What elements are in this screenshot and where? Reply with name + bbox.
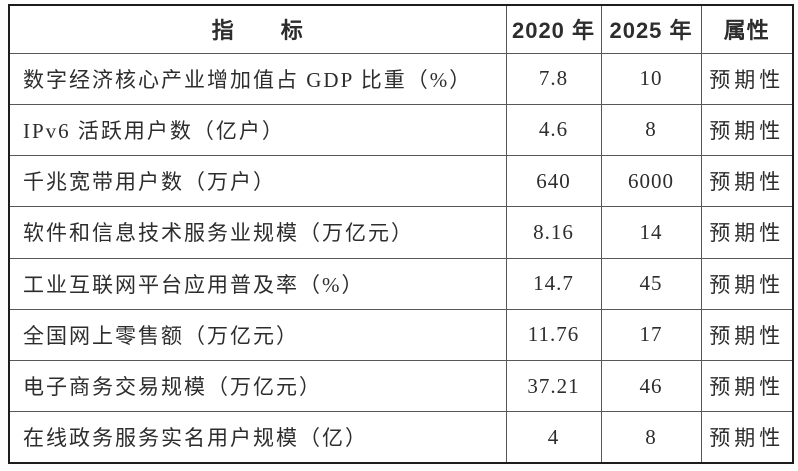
indicator-cell: 工业互联网平台应用普及率（%） (8, 257, 507, 310)
value-2020-cell: 8.16 (505, 206, 602, 259)
attr-cell: 预期性 (700, 308, 794, 362)
indicator-cell: 在线政务服务实名用户规模（亿） (8, 411, 507, 464)
value-2020-cell: 4 (505, 411, 602, 464)
indicator-cell: 软件和信息技术服务业规模（万亿元） (8, 206, 507, 259)
table-row: IPv6 活跃用户数（亿户） 4.6 8 预期性 (8, 103, 794, 157)
table-row: 千兆宽带用户数（万户） 640 6000 预期性 (8, 154, 794, 208)
value-2020-cell: 14.7 (505, 257, 602, 310)
header-attr: 属性 (700, 4, 794, 54)
value-2025-cell: 10 (600, 52, 702, 105)
attr-cell: 预期性 (700, 52, 794, 105)
indicator-cell: IPv6 活跃用户数（亿户） (8, 103, 507, 157)
table-header: 指 标 2020 年 2025 年 属性 (8, 4, 794, 54)
indicator-cell: 电子商务交易规模（万亿元） (8, 359, 507, 413)
attr-cell: 预期性 (700, 359, 794, 413)
indicator-cell: 千兆宽带用户数（万户） (8, 154, 507, 208)
header-2025: 2025 年 (600, 4, 702, 54)
header-row: 指 标 2020 年 2025 年 属性 (8, 4, 794, 54)
table-body: 数字经济核心产业增加值占 GDP 比重（%） 7.8 10 预期性 IPv6 活… (8, 52, 794, 464)
table-row: 电子商务交易规模（万亿元） 37.21 46 预期性 (8, 359, 794, 413)
attr-cell: 预期性 (700, 411, 794, 464)
table-row: 数字经济核心产业增加值占 GDP 比重（%） 7.8 10 预期性 (8, 52, 794, 105)
table-row: 软件和信息技术服务业规模（万亿元） 8.16 14 预期性 (8, 206, 794, 259)
value-2025-cell: 6000 (600, 154, 702, 208)
value-2020-cell: 11.76 (505, 308, 602, 362)
value-2025-cell: 45 (600, 257, 702, 310)
value-2025-cell: 17 (600, 308, 702, 362)
indicator-cell: 全国网上零售额（万亿元） (8, 308, 507, 362)
value-2020-cell: 7.8 (505, 52, 602, 105)
value-2025-cell: 8 (600, 411, 702, 464)
value-2020-cell: 4.6 (505, 103, 602, 157)
header-2020: 2020 年 (505, 4, 602, 54)
value-2025-cell: 14 (600, 206, 702, 259)
attr-cell: 预期性 (700, 257, 794, 310)
attr-cell: 预期性 (700, 206, 794, 259)
attr-cell: 预期性 (700, 103, 794, 157)
table-row: 在线政务服务实名用户规模（亿） 4 8 预期性 (8, 411, 794, 464)
value-2020-cell: 640 (505, 154, 602, 208)
value-2025-cell: 8 (600, 103, 702, 157)
header-indicator: 指 标 (8, 4, 507, 54)
value-2025-cell: 46 (600, 359, 702, 413)
indicator-cell: 数字经济核心产业增加值占 GDP 比重（%） (8, 52, 507, 105)
table-row: 工业互联网平台应用普及率（%） 14.7 45 预期性 (8, 257, 794, 310)
value-2020-cell: 37.21 (505, 359, 602, 413)
indicator-table: 指 标 2020 年 2025 年 属性 数字经济核心产业增加值占 GDP 比重… (8, 4, 794, 464)
table-row: 全国网上零售额（万亿元） 11.76 17 预期性 (8, 308, 794, 362)
attr-cell: 预期性 (700, 154, 794, 208)
